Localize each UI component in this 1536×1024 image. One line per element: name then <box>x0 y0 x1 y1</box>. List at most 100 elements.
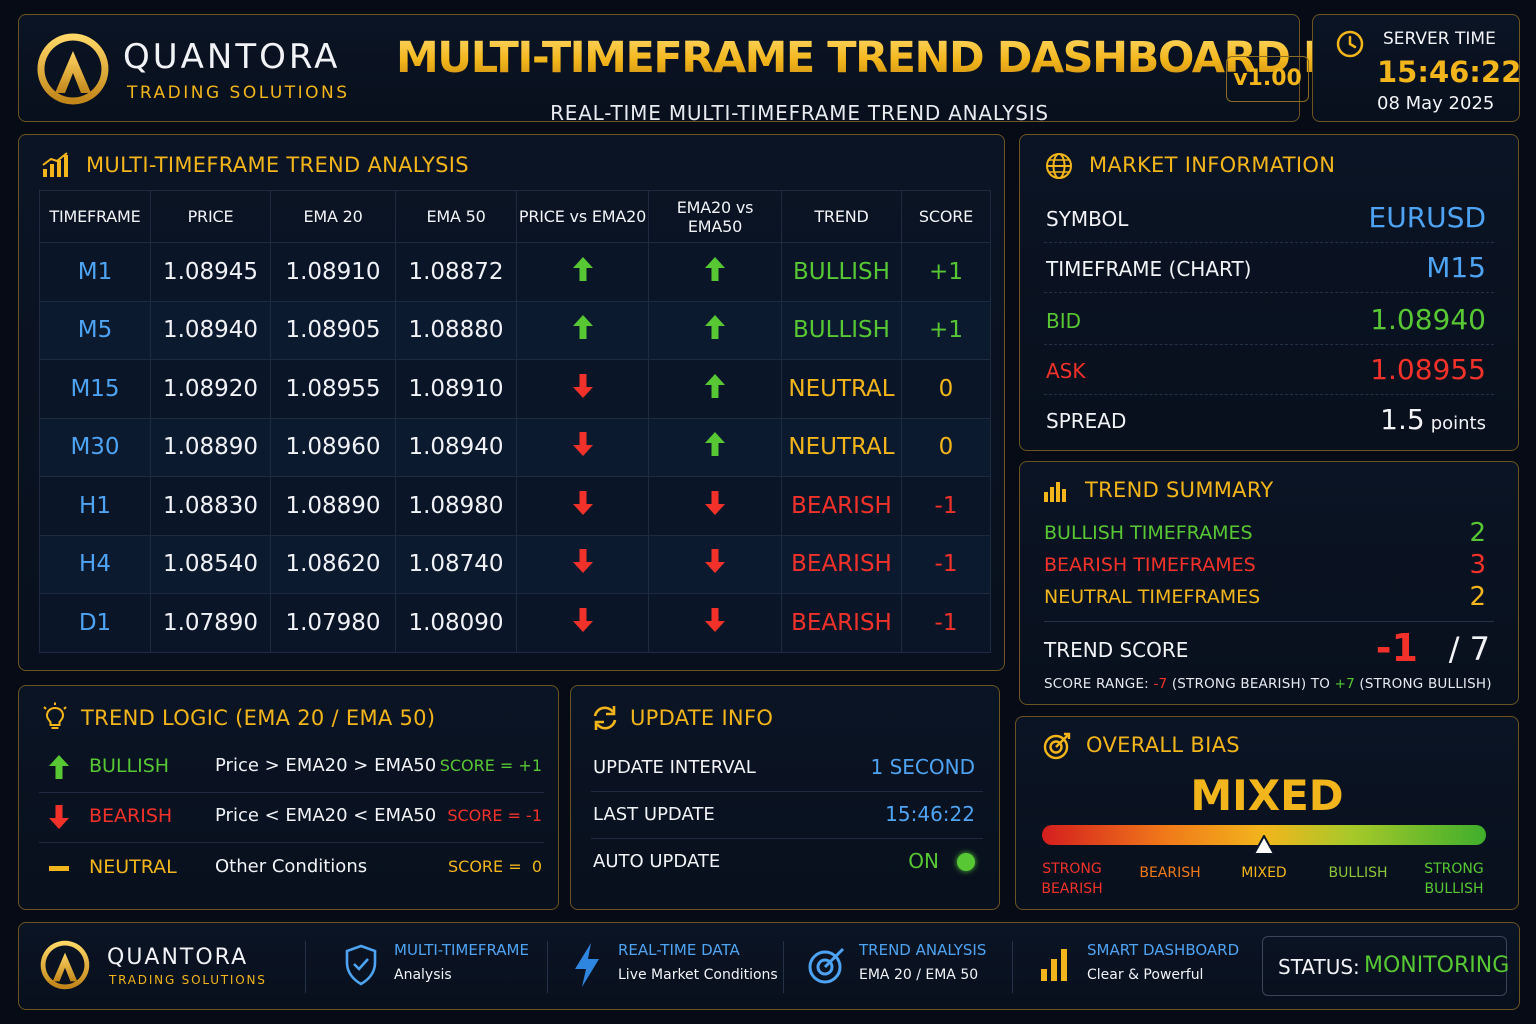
trend-cell: BEARISH <box>781 476 902 536</box>
bar-chart-icon <box>1041 949 1067 981</box>
arrow-down-icon <box>705 490 725 515</box>
price-cell: 1.08830 <box>150 476 271 536</box>
timeframe-cell: H1 <box>39 476 151 536</box>
table-row: D1 1.07890 1.07980 1.08090 BEARISH -1 <box>39 593 991 653</box>
bid-row: BID 1.08940 <box>1044 295 1494 345</box>
ema50-cell: 1.08090 <box>395 593 517 653</box>
ema20-vs-ema50-cell <box>648 300 782 360</box>
shield-check-icon <box>345 944 377 986</box>
status-box: STATUS: MONITORING <box>1262 936 1510 996</box>
score-cell: +1 <box>901 300 991 360</box>
bullish-count-label: BULLISH TIMEFRAMES <box>1044 522 1253 544</box>
brand-name: QUANTORA <box>123 37 341 77</box>
target-icon <box>808 947 845 984</box>
bid-value: 1.08940 <box>1370 303 1486 336</box>
ema20-cell: 1.08955 <box>270 359 396 419</box>
arrow-up-icon <box>705 315 725 340</box>
spread-value-group: 1.5 points <box>1380 403 1486 436</box>
footer-divider <box>547 941 548 993</box>
bias-scale-strong-bearish: STRONG BEARISH <box>1032 859 1112 899</box>
feature-real-time-data: REAL-TIME DATA Live Market Conditions <box>618 941 778 983</box>
footer-divider <box>783 941 784 993</box>
arrow-up-icon <box>705 432 725 457</box>
lightbulb-icon <box>43 702 67 729</box>
score-cell: -1 <box>901 593 991 653</box>
auto-update-label: AUTO UPDATE <box>593 851 721 872</box>
neutral-count-label: NEUTRAL TIMEFRAMES <box>1044 586 1261 608</box>
ema20-cell: 1.08890 <box>270 476 396 536</box>
arrow-up-icon <box>49 755 69 779</box>
arrow-down-icon <box>705 607 725 632</box>
bias-scale-bearish: BEARISH <box>1139 865 1201 881</box>
quantora-logo-icon <box>40 940 90 990</box>
feature-trend-analysis: TREND ANALYSIS EMA 20 / EMA 50 <box>859 941 986 983</box>
price-cell: 1.08945 <box>150 242 271 302</box>
score-range-mid: (STRONG BEARISH) TO <box>1171 676 1331 692</box>
ema20-cell: 1.07980 <box>270 593 396 653</box>
neutral-count-value: 2 <box>1469 582 1486 612</box>
trend-table: TIMEFRAME PRICE EMA 20 EMA 50 PRICE vs E… <box>39 190 991 653</box>
logic-neutral-label: NEUTRAL <box>89 856 177 878</box>
spread-value: 1.5 <box>1380 403 1425 436</box>
score-range-min: -7 <box>1153 676 1168 692</box>
feature-multi-timeframe: MULTI-TIMEFRAME Analysis <box>394 941 529 983</box>
table-row: H1 1.08830 1.08890 1.08980 BEARISH -1 <box>39 476 991 536</box>
overall-bias-value: MIXED <box>1190 771 1344 820</box>
arrow-down-icon <box>49 805 69 829</box>
trend-cell: BULLISH <box>781 242 902 302</box>
feature-multi-timeframe-desc: Analysis <box>394 967 452 983</box>
brand-subtitle: TRADING SOLUTIONS <box>127 83 350 103</box>
page-subtitle: REAL-TIME MULTI-TIMEFRAME TREND ANALYSIS <box>550 101 1049 125</box>
status-value: MONITORING <box>1364 953 1510 978</box>
symbol-label: SYMBOL <box>1046 207 1129 231</box>
page-title: MULTI-TIMEFRAME TREND DASHBOARD MT5 <box>396 33 1402 83</box>
trend-score-label: TREND SCORE <box>1044 638 1189 662</box>
col-header-ema20: EMA 20 <box>270 190 396 243</box>
spread-unit: points <box>1430 413 1486 434</box>
ema50-cell: 1.08910 <box>395 359 517 419</box>
price-cell: 1.07890 <box>150 593 271 653</box>
ema50-cell: 1.08740 <box>395 534 517 594</box>
update-info-title: UPDATE INFO <box>630 706 774 730</box>
market-info-title: MARKET INFORMATION <box>1089 153 1336 177</box>
table-row: M15 1.08920 1.08955 1.08910 NEUTRAL 0 <box>39 359 991 419</box>
logic-row-bullish: BULLISH Price > EMA20 > EMA50 SCORE = +1 <box>39 743 544 793</box>
logic-bearish-desc: Price < EMA20 < EMA50 <box>215 805 437 826</box>
spread-row: SPREAD 1.5 points <box>1044 395 1494 445</box>
timeframe-cell: M15 <box>39 359 151 419</box>
arrow-up-icon <box>705 373 725 398</box>
trend-score-value: -1 <box>1375 626 1418 670</box>
ema20-cell: 1.08905 <box>270 300 396 360</box>
bar-chart-icon <box>1044 482 1066 502</box>
arrow-down-icon <box>572 432 593 457</box>
score-range-note: SCORE RANGE: -7 (STRONG BEARISH) TO +7 (… <box>1044 676 1492 692</box>
price-vs-ema20-cell <box>516 534 649 594</box>
table-row: M1 1.08945 1.08910 1.08872 BULLISH +1 <box>39 242 991 302</box>
ema20-cell: 1.08620 <box>270 534 396 594</box>
bearish-count-value: 3 <box>1469 550 1486 580</box>
ask-row: ASK 1.08955 <box>1044 345 1494 395</box>
ema20-vs-ema50-cell <box>648 593 782 653</box>
trend-cell: NEUTRAL <box>781 359 902 419</box>
score-cell: -1 <box>901 534 991 594</box>
price-cell: 1.08920 <box>150 359 271 419</box>
status-dot-icon <box>957 853 975 871</box>
feature-real-time-data-title: REAL-TIME DATA <box>618 941 740 959</box>
summary-divider <box>1044 621 1494 622</box>
table-header-row: TIMEFRAME PRICE EMA 20 EMA 50 PRICE vs E… <box>39 190 991 243</box>
refresh-icon <box>593 706 617 730</box>
chart-timeframe-label: TIMEFRAME (CHART) <box>1046 257 1252 281</box>
table-row: H4 1.08540 1.08620 1.08740 BEARISH -1 <box>39 534 991 594</box>
score-range-prefix: SCORE RANGE: <box>1044 676 1149 692</box>
ask-label: ASK <box>1046 359 1086 383</box>
timeframe-cell: H4 <box>39 534 151 594</box>
ema50-cell: 1.08980 <box>395 476 517 536</box>
logic-row-neutral: NEUTRAL Other Conditions SCORE = 0 <box>39 844 544 894</box>
version-badge: v1.00 <box>1226 56 1309 102</box>
last-update-value: 15:46:22 <box>885 802 975 826</box>
lightning-icon <box>575 943 599 987</box>
col-header-ema20-vs-ema50: EMA20 vs EMA50 <box>648 190 782 243</box>
arrow-down-icon <box>572 490 593 515</box>
timeframe-cell: M5 <box>39 300 151 360</box>
trend-summary-panel: TREND SUMMARY BULLISH TIMEFRAMES 2 BEARI… <box>1019 461 1519 705</box>
